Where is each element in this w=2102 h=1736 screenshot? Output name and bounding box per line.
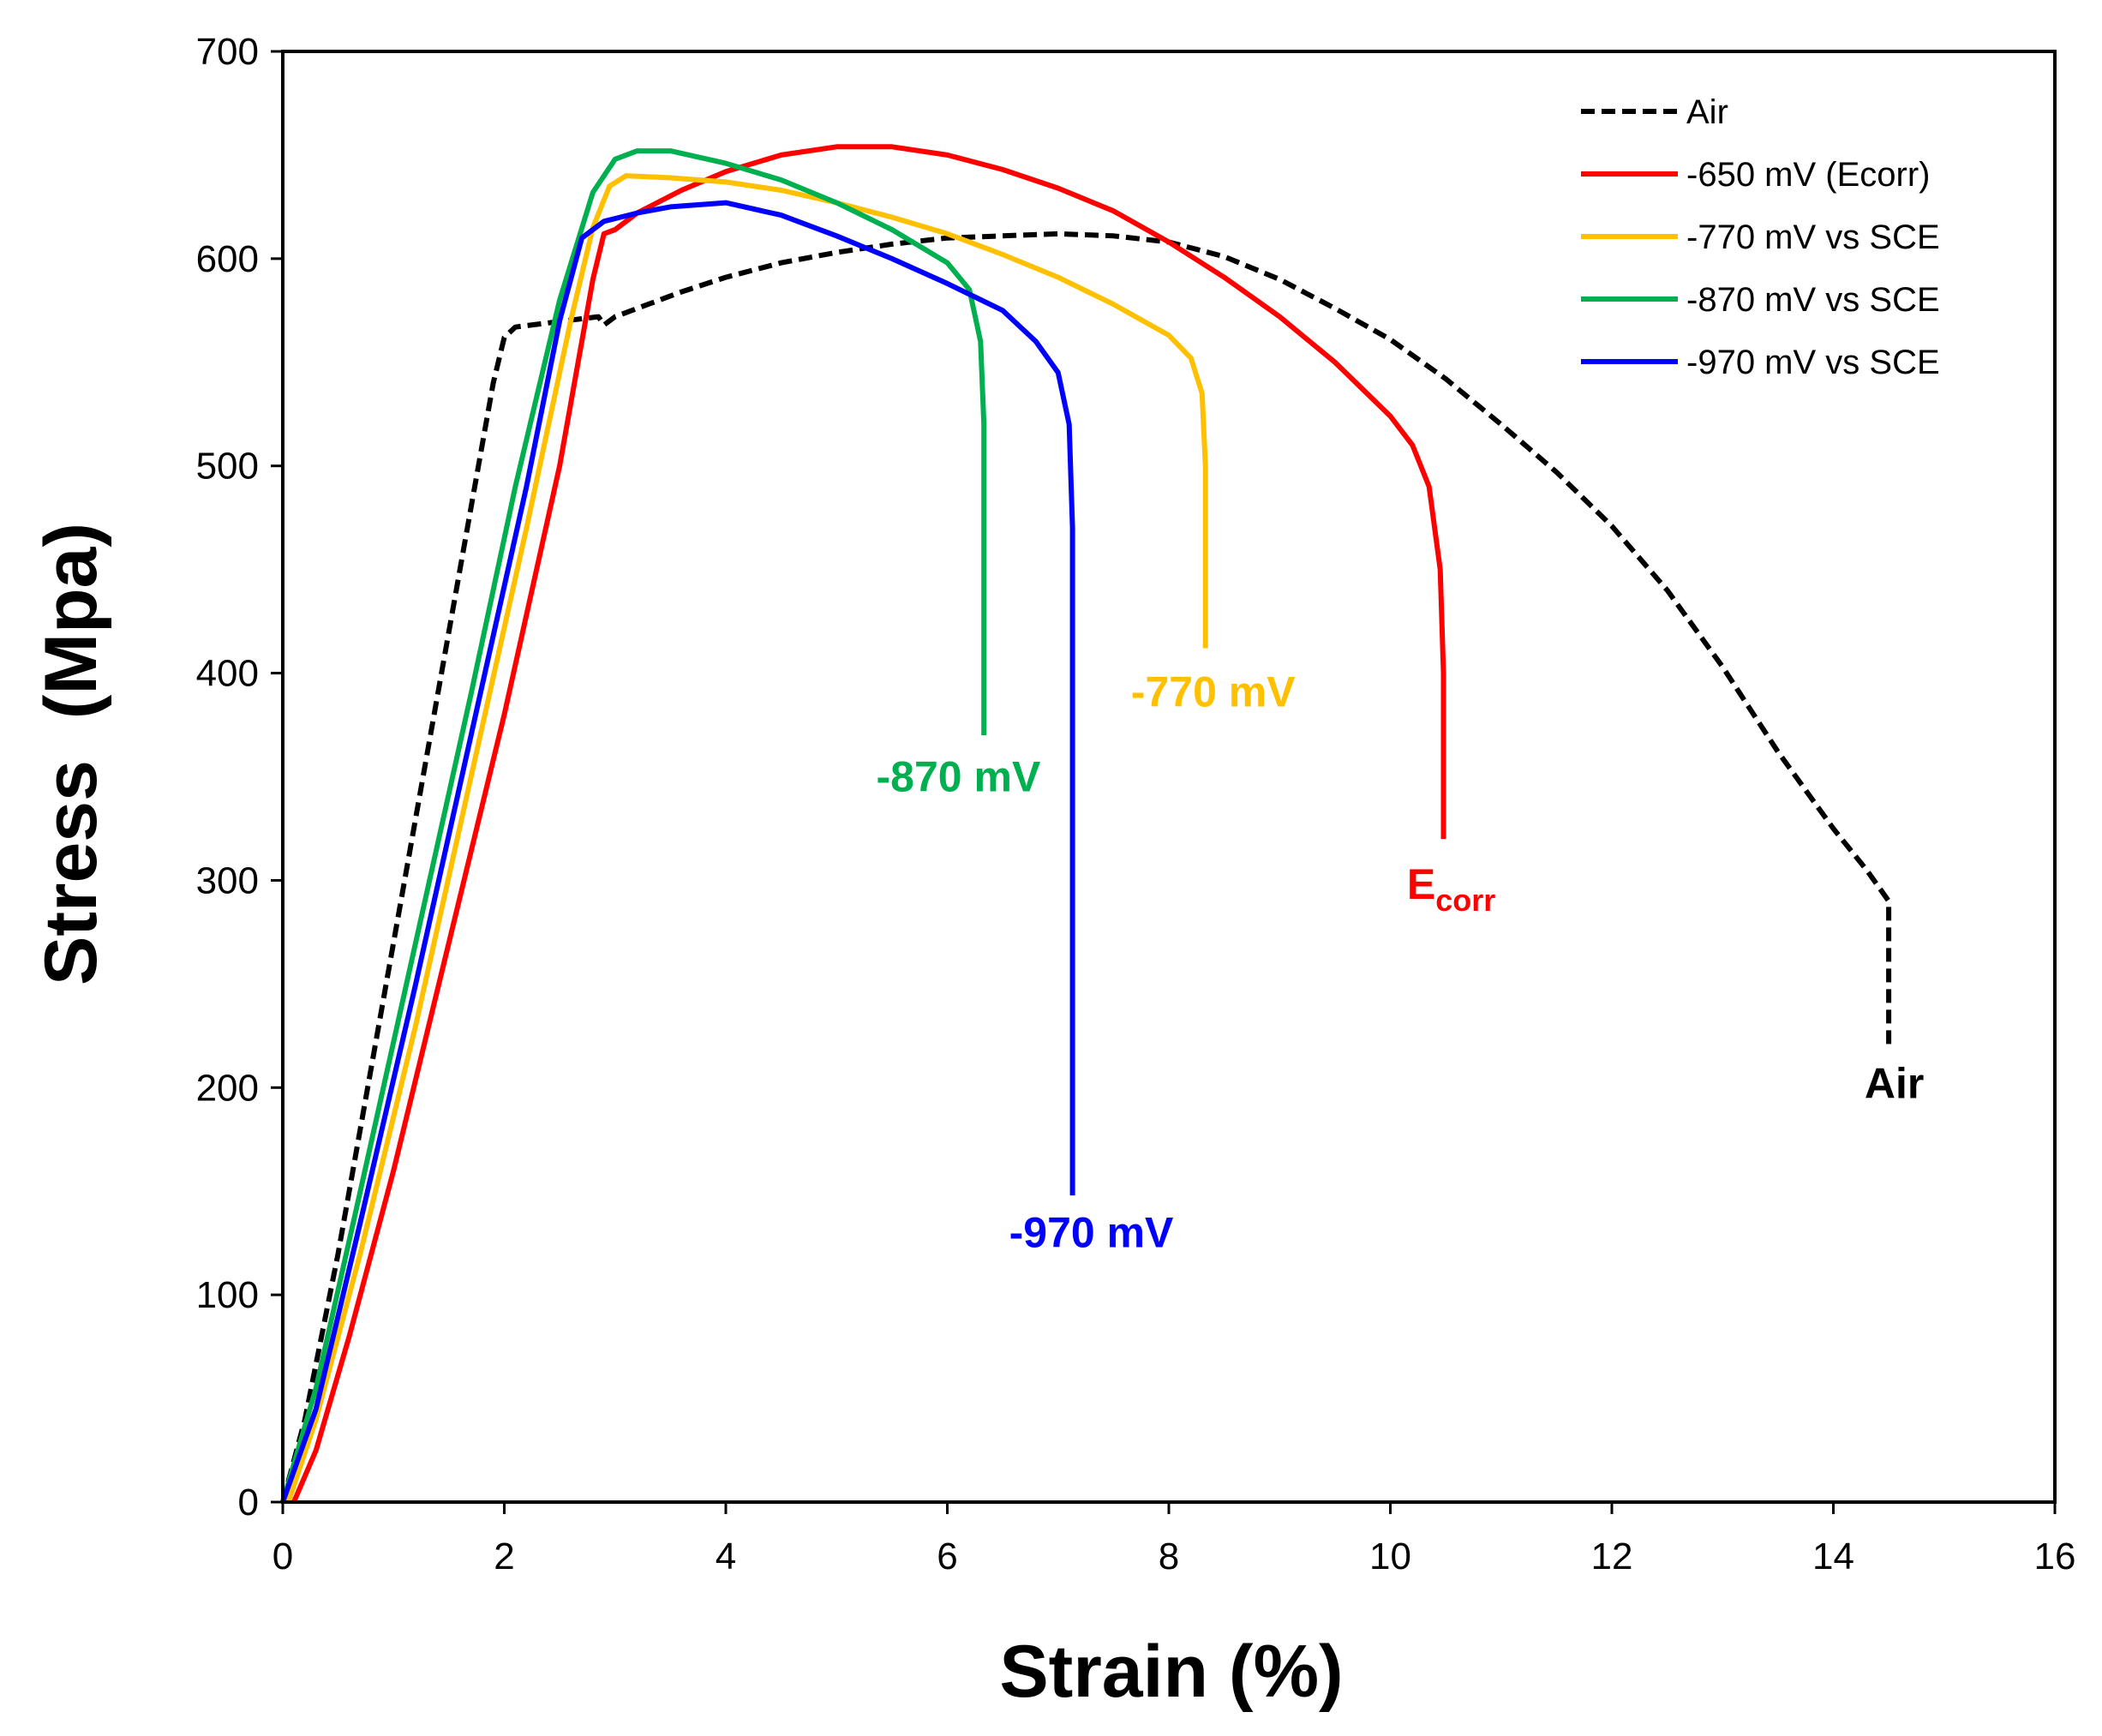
series-end-label-1: Ecorr <box>1407 860 1495 918</box>
series-end-label-0: Air <box>1865 1059 1924 1107</box>
series-line-3 <box>280 148 987 1503</box>
series-end-label-4: -970 mV <box>1009 1209 1174 1257</box>
legend-label-1: -650 mV (Ecorr) <box>1686 156 1931 194</box>
legend: Air -650 mV (Ecorr) -770 mV vs SCE -870 mV … <box>1581 93 1940 381</box>
x-tick-label: 14 <box>1812 1535 1854 1577</box>
y-tick-label: 100 <box>196 1274 259 1316</box>
y-tick-label: 300 <box>196 859 259 901</box>
y-tick-label: 200 <box>196 1067 259 1109</box>
series-end-label-2: -770 mV <box>1131 667 1296 715</box>
series-line-2 <box>285 173 1208 1503</box>
legend-label-0: Air <box>1686 93 1728 131</box>
y-tick-label: 600 <box>196 238 259 280</box>
x-tick-label: 8 <box>1159 1535 1179 1577</box>
axis-ticks: 0 2 4 6 8 10 12 14 16 0 100 200 300 400 500 600 700 <box>196 31 2076 1577</box>
x-tick-label: 0 <box>272 1535 293 1577</box>
x-tick-label: 12 <box>1591 1535 1633 1577</box>
y-axis-title: Stress (Mpa) <box>30 523 112 985</box>
legend-label-3: -870 mV vs SCE <box>1686 281 1940 319</box>
y-tick-label: 0 <box>238 1482 259 1523</box>
y-tick-label: 400 <box>196 653 259 695</box>
x-tick-label: 4 <box>716 1535 736 1577</box>
end-label-subscript: corr <box>1435 883 1495 918</box>
legend-label-4: -970 mV vs SCE <box>1686 344 1940 381</box>
legend-label-2: -770 mV vs SCE <box>1686 218 1940 256</box>
x-tick-label: 10 <box>1369 1535 1411 1577</box>
series-line-4 <box>280 200 1075 1504</box>
y-tick-label: 700 <box>196 31 259 73</box>
end-label-main: E <box>1407 860 1435 908</box>
x-axis-title: Strain (%) <box>999 1631 1343 1713</box>
x-tick-label: 16 <box>2034 1535 2076 1577</box>
x-tick-label: 6 <box>937 1535 957 1577</box>
x-tick-label: 2 <box>494 1535 514 1577</box>
y-tick-label: 500 <box>196 446 259 488</box>
series-layer <box>280 144 1892 1504</box>
series-line-1 <box>291 144 1446 1504</box>
series-end-label-3: -870 mV <box>877 752 1041 800</box>
end-labels: Air Ecorr -770 mV -870 mV -970 mV <box>877 667 1925 1256</box>
series-line-0 <box>280 230 1892 1503</box>
